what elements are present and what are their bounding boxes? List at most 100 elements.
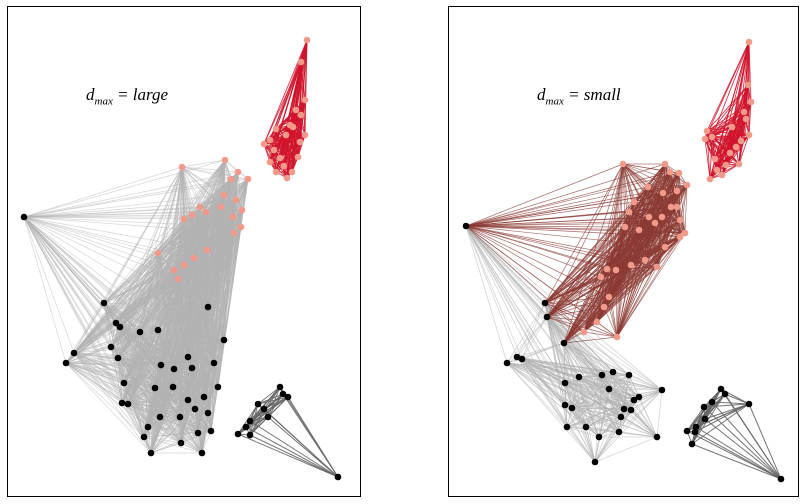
edge bbox=[578, 376, 600, 438]
node-red-cluster bbox=[745, 131, 753, 139]
edge bbox=[121, 331, 141, 404]
edge bbox=[709, 126, 733, 180]
edge bbox=[598, 399, 635, 438]
edge bbox=[154, 387, 209, 414]
edge bbox=[521, 358, 663, 391]
node-salmon-cluster bbox=[659, 189, 667, 197]
node-red-cluster bbox=[701, 135, 709, 143]
node-salmon-cluster bbox=[661, 243, 669, 251]
edge bbox=[269, 156, 299, 163]
edge bbox=[563, 171, 671, 344]
edge bbox=[159, 416, 203, 454]
edge bbox=[160, 339, 225, 366]
edge bbox=[546, 316, 596, 463]
edge bbox=[23, 214, 193, 218]
edge bbox=[638, 396, 658, 438]
edge bbox=[23, 216, 179, 280]
edge bbox=[598, 389, 663, 438]
node-salmon-cluster bbox=[174, 275, 182, 283]
edge bbox=[263, 39, 308, 145]
node-black-cluster bbox=[204, 409, 212, 417]
edge bbox=[704, 418, 782, 480]
edge bbox=[546, 192, 664, 318]
edge bbox=[121, 402, 152, 454]
node-salmon-cluster bbox=[227, 175, 235, 183]
node-red-cluster bbox=[722, 161, 730, 169]
edge bbox=[23, 166, 183, 218]
edge bbox=[656, 236, 681, 268]
edge bbox=[201, 339, 225, 454]
node-salmon-cluster bbox=[196, 203, 204, 211]
edge bbox=[743, 111, 750, 136]
edge bbox=[706, 111, 745, 132]
node-red-cluster bbox=[288, 168, 296, 176]
node-red-cluster bbox=[737, 137, 745, 145]
node-dark-cluster bbox=[246, 417, 254, 425]
edge bbox=[73, 159, 226, 354]
node-salmon-cluster bbox=[658, 213, 666, 221]
edge bbox=[201, 430, 212, 454]
node-dark-cluster bbox=[254, 400, 262, 408]
node-black-cluster bbox=[627, 406, 635, 414]
edge bbox=[564, 382, 596, 463]
edge bbox=[117, 357, 123, 404]
edge bbox=[578, 376, 610, 390]
edge bbox=[273, 126, 294, 151]
node-dark-cluster bbox=[777, 475, 785, 483]
edge bbox=[139, 278, 179, 333]
edge bbox=[220, 206, 235, 234]
edge bbox=[608, 388, 658, 438]
node-red-cluster bbox=[745, 38, 753, 46]
edge bbox=[583, 331, 618, 338]
node-dark-cluster bbox=[745, 400, 753, 408]
edge bbox=[23, 216, 195, 259]
edge bbox=[578, 376, 587, 428]
edge bbox=[110, 346, 123, 404]
node-red-cluster bbox=[735, 160, 743, 168]
node-black-cluster bbox=[214, 383, 222, 391]
edge bbox=[506, 362, 596, 463]
node-salmon-cluster bbox=[612, 266, 620, 274]
node-salmon-cluster bbox=[641, 256, 649, 264]
edge bbox=[695, 406, 705, 428]
edges-cross-clusters bbox=[465, 163, 688, 344]
edge bbox=[506, 362, 580, 378]
edge bbox=[703, 406, 782, 480]
edge bbox=[608, 388, 625, 410]
edge bbox=[521, 358, 610, 390]
edge bbox=[608, 266, 658, 298]
edge bbox=[566, 426, 596, 463]
edge bbox=[157, 269, 175, 331]
edge bbox=[103, 302, 225, 341]
edge bbox=[563, 266, 658, 344]
edge-layer bbox=[23, 39, 339, 478]
edge bbox=[714, 126, 733, 160]
edge bbox=[150, 408, 196, 454]
edge bbox=[103, 206, 201, 304]
node-red-cluster bbox=[301, 131, 309, 139]
edge bbox=[147, 426, 212, 432]
edge bbox=[291, 126, 294, 173]
node-black-cluster bbox=[70, 349, 78, 357]
node-black-cluster bbox=[635, 393, 643, 401]
edge bbox=[201, 306, 209, 454]
edge bbox=[23, 216, 235, 234]
edge bbox=[139, 331, 189, 358]
node-black-cluster bbox=[210, 359, 218, 367]
node-red-cluster bbox=[272, 125, 280, 133]
edge bbox=[23, 216, 75, 354]
node-black-cluster bbox=[184, 396, 192, 404]
edge bbox=[594, 436, 658, 463]
edge bbox=[154, 356, 189, 389]
edge bbox=[249, 420, 339, 478]
edge bbox=[563, 163, 624, 344]
node-black-cluster bbox=[582, 423, 590, 431]
edge bbox=[249, 403, 259, 436]
edge bbox=[721, 134, 750, 176]
node-black-cluster bbox=[198, 449, 206, 457]
node-black-cluster bbox=[170, 365, 178, 373]
edge bbox=[465, 171, 671, 227]
edge bbox=[691, 443, 782, 480]
node-salmon-cluster bbox=[673, 187, 681, 195]
node-salmon-cluster bbox=[630, 198, 638, 206]
